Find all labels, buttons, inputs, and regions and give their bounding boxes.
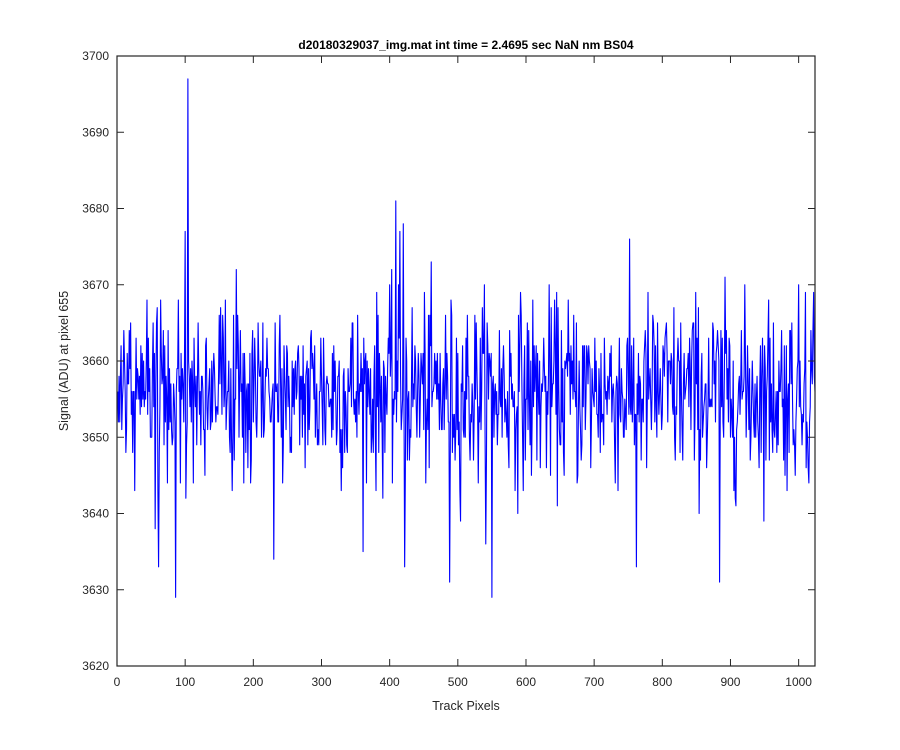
x-tick-label: 700 [584, 675, 604, 689]
x-tick-label: 0 [114, 675, 121, 689]
y-tick-label: 3630 [82, 583, 109, 597]
signal-series-line [117, 78, 816, 598]
y-tick-label: 3620 [82, 659, 109, 673]
x-tick-label: 900 [720, 675, 740, 689]
x-tick-label: 100 [175, 675, 195, 689]
y-tick-label: 3640 [82, 507, 109, 521]
data-layer [117, 78, 816, 598]
y-tick-label: 3700 [82, 49, 109, 63]
x-tick-label: 400 [380, 675, 400, 689]
ticks-layer: 0 100 200 300 400 500 600 700 800 900 1000 3620 3630… [82, 49, 815, 689]
chart-title: d20180329037_img.mat int time = 2.4695 s… [298, 38, 634, 52]
y-tick-label: 3680 [82, 202, 109, 216]
x-tick-label: 1000 [785, 675, 812, 689]
y-tick-label: 3660 [82, 354, 109, 368]
x-axis-label: Track Pixels [432, 699, 500, 713]
y-tick-label: 3650 [82, 430, 109, 444]
y-tick-label: 3690 [82, 125, 109, 139]
x-tick-label: 500 [448, 675, 468, 689]
x-tick-label: 300 [311, 675, 331, 689]
x-tick-label: 600 [516, 675, 536, 689]
y-axis-label: Signal (ADU) at pixel 655 [57, 291, 71, 431]
y-tick-label: 3670 [82, 278, 109, 292]
x-tick-label: 200 [243, 675, 263, 689]
x-tick-label: 800 [652, 675, 672, 689]
